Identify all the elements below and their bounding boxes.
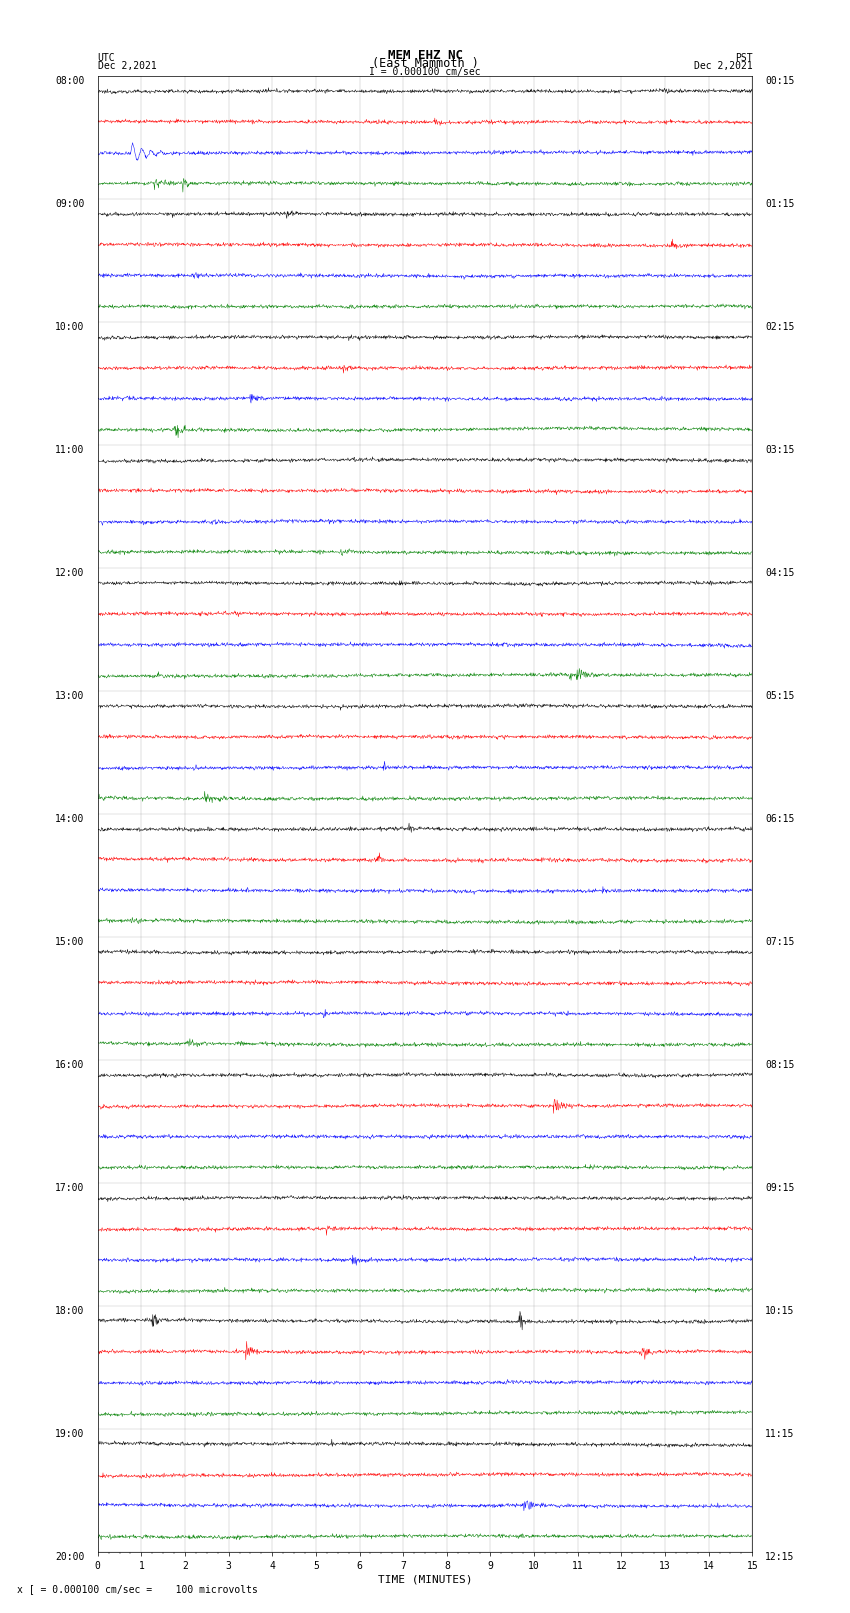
Text: 09:00: 09:00: [55, 198, 85, 208]
Text: 07:15: 07:15: [765, 937, 795, 947]
Text: 14:00: 14:00: [55, 815, 85, 824]
Text: 10:00: 10:00: [55, 323, 85, 332]
Text: 00:15: 00:15: [765, 76, 795, 85]
Text: 04:15: 04:15: [765, 568, 795, 577]
Text: 01:15: 01:15: [765, 198, 795, 208]
Text: 17:00: 17:00: [55, 1182, 85, 1192]
X-axis label: TIME (MINUTES): TIME (MINUTES): [377, 1574, 473, 1586]
Text: Dec 2,2021: Dec 2,2021: [98, 61, 156, 71]
Text: PST: PST: [734, 53, 752, 63]
Text: 12:15: 12:15: [765, 1552, 795, 1561]
Text: 09:15: 09:15: [765, 1182, 795, 1192]
Text: x [ = 0.000100 cm/sec =    100 microvolts: x [ = 0.000100 cm/sec = 100 microvolts: [17, 1584, 258, 1594]
Text: MEM EHZ NC: MEM EHZ NC: [388, 48, 462, 63]
Text: 12:00: 12:00: [55, 568, 85, 577]
Text: 19:00: 19:00: [55, 1429, 85, 1439]
Text: 11:00: 11:00: [55, 445, 85, 455]
Text: 08:00: 08:00: [55, 76, 85, 85]
Text: UTC: UTC: [98, 53, 116, 63]
Text: 03:15: 03:15: [765, 445, 795, 455]
Text: 02:15: 02:15: [765, 323, 795, 332]
Text: Dec 2,2021: Dec 2,2021: [694, 61, 752, 71]
Text: I = 0.000100 cm/sec: I = 0.000100 cm/sec: [369, 68, 481, 77]
Text: (East Mammoth ): (East Mammoth ): [371, 56, 479, 71]
Text: 05:15: 05:15: [765, 690, 795, 700]
Text: 06:15: 06:15: [765, 815, 795, 824]
Text: 18:00: 18:00: [55, 1307, 85, 1316]
Text: 08:15: 08:15: [765, 1060, 795, 1069]
Text: 11:15: 11:15: [765, 1429, 795, 1439]
Text: 15:00: 15:00: [55, 937, 85, 947]
Text: 10:15: 10:15: [765, 1307, 795, 1316]
Text: 20:00: 20:00: [55, 1552, 85, 1561]
Text: 16:00: 16:00: [55, 1060, 85, 1069]
Text: 13:00: 13:00: [55, 690, 85, 700]
